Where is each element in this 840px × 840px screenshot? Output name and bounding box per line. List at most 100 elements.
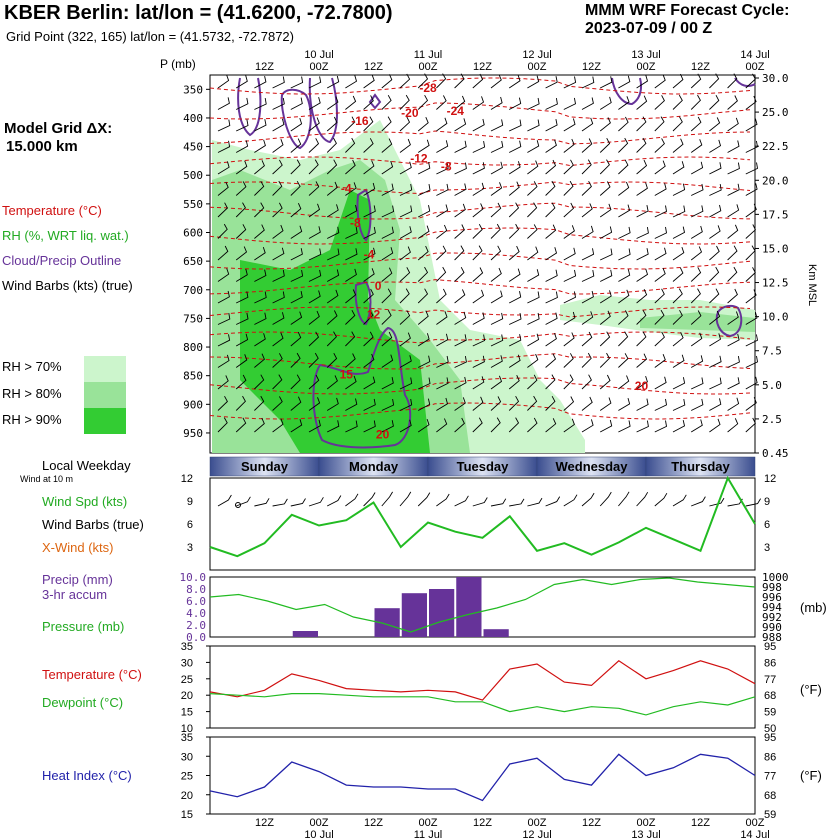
wind-left-tick: 3 [187,542,193,554]
wind-barb [490,290,503,304]
wind-barb [399,138,411,153]
precip-tick: 8.0 [186,583,206,596]
wind-barb [508,181,520,196]
wind-barb [254,353,265,368]
pressure-tick-label: 550 [183,198,203,211]
wind-barb [436,183,449,196]
wind-barb [290,419,303,433]
wind-barb [290,396,302,411]
pressure-tick-label: 700 [183,284,203,297]
wind-barb [472,312,485,325]
pressure-tick: 992 [762,611,782,624]
wind-barb [508,375,520,390]
wind-barb [345,309,356,325]
wind-barb [254,374,265,390]
height-tick-label: 30.0 [762,72,789,85]
wind-barb [527,395,538,411]
wind-barb [399,310,411,325]
wind-barb [654,74,666,89]
wind-barb [691,205,704,218]
wind-barb [618,116,629,132]
height-tick-label: 22.5 [762,140,789,153]
legend-wind-barbs: Wind Barbs (kts) (true) [2,278,133,293]
pressure-tick: 1000 [762,571,789,584]
weekday-label: Tuesday [457,459,510,474]
wind-barb [345,204,358,218]
wind-barb [417,418,430,433]
wind-barb [235,395,246,411]
wind-barb [599,203,612,218]
wind-barb [290,138,302,153]
wind-barb [636,116,647,132]
wind-barb [581,117,594,132]
legend-rh90-swatch [84,408,126,434]
wind-barb [254,333,266,347]
wind-barb [217,223,228,239]
wind-barb [672,354,685,368]
wind-barb [363,376,376,390]
wind-barb [508,417,520,433]
height-tick-label: 25.0 [762,106,789,119]
wind-barb [217,313,231,325]
wind-barb [436,162,449,175]
wind-barb [272,159,283,175]
wind-barb [436,418,448,433]
wind-barb [599,290,612,304]
wind-barb [636,182,648,196]
wind-barb [235,75,248,89]
model-grid-label: Model Grid ΔX: [4,120,113,137]
wind-barb [618,248,631,261]
wind-barb [290,270,304,282]
bottom-date-label: 12 Jul [522,829,551,840]
top-hour-tick-label: 12Z [473,61,492,73]
wind-barb [254,312,267,325]
legend-cloud: Cloud/Precip Outline [2,253,122,268]
temperature-panel: 35 30 25 20 15 10 95 86 77 68 59 50 [181,641,777,735]
wind-barb [581,97,594,110]
wind-barb [363,398,376,411]
wind-barb [490,396,502,411]
wind-barb [490,96,503,110]
bottom-hour-tick-label: 00Z [746,817,765,829]
wind-barb [599,397,612,411]
wind-barb [363,353,375,368]
wind-barb [345,398,358,411]
wind-barb [217,74,230,89]
wind-right-tick: 9 [764,496,770,508]
temperature-f-right-tick: 68 [764,690,776,702]
wind-barb [727,288,738,304]
wind-barb [563,76,577,89]
wind-barb [326,181,338,196]
wind-barb [217,140,231,153]
wind-barb [636,137,647,153]
temperature-f-right-tick: 77 [764,674,776,686]
wind-barb [672,267,684,282]
wind-barb [709,245,720,261]
wind-barb [690,73,702,89]
wind-barb [235,224,247,239]
wind-barb [727,418,739,433]
wind-barb [399,246,411,261]
wind-barb [308,226,321,239]
wind-barb [417,139,430,153]
wind-barb [363,268,375,282]
temperature-f-right-tick: 86 [764,657,776,669]
wind-barb [618,269,631,282]
surface-wind-barb [691,496,706,507]
wind-barb [363,288,374,304]
wind-barb [563,138,575,153]
wind-barb [417,245,429,261]
bottom-hour-tick-label: 00Z [419,817,438,829]
wind-barb [508,97,522,110]
wind-barb [345,95,357,110]
wind-barbs-label: Wind Barbs (true) [42,517,144,532]
wind-barb [490,140,504,153]
wind-barb [326,226,340,239]
wind-barb [308,117,320,132]
wind-barb [399,116,411,132]
wind-barb [563,159,574,175]
wind-barb [272,97,285,110]
wind-barb [745,224,756,239]
wind-barb [436,377,449,390]
wind-barb [436,311,448,325]
